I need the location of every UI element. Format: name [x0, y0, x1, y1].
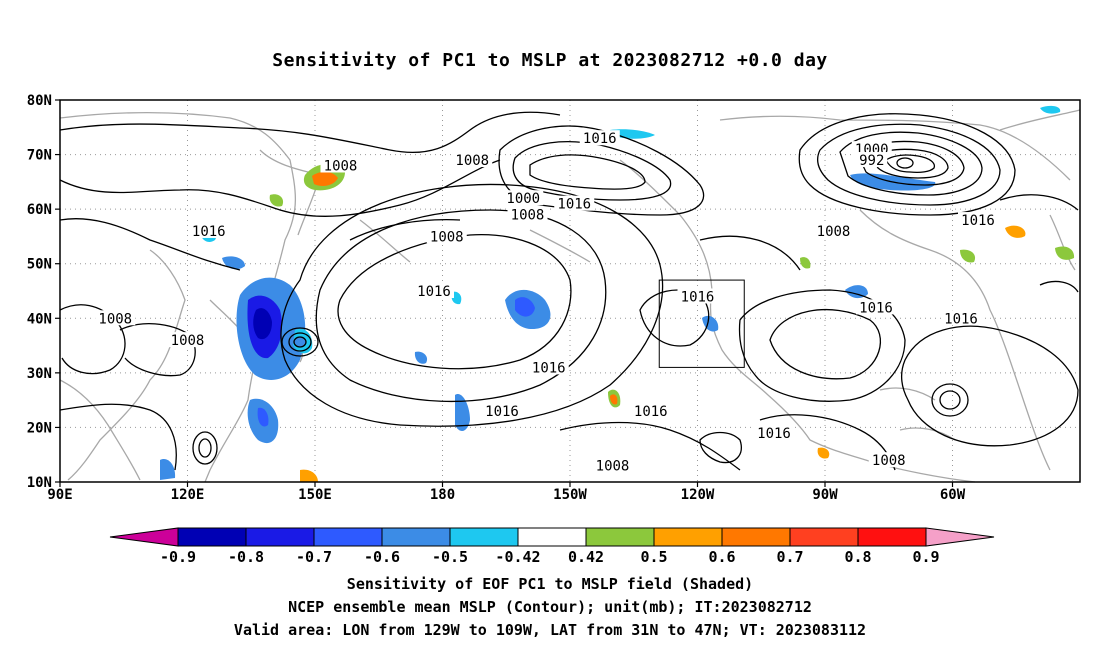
sensitivity-shading [160, 105, 1075, 482]
contour-label: 1016 [417, 284, 451, 300]
contour-label: 992 [859, 153, 884, 169]
colorbar-swatch [177, 527, 247, 547]
colorbar-label: -0.5 [432, 548, 468, 566]
contour-label: 1016 [681, 289, 715, 305]
contour-label: 1008 [430, 229, 464, 245]
lon-tick-label: 60W [940, 487, 966, 503]
colorbar-swatch [449, 527, 519, 547]
map-title: Sensitivity of PC1 to MSLP at 2023082712… [272, 50, 828, 71]
lat-tick-label: 70N [27, 148, 52, 164]
contour-label-bg [941, 310, 981, 326]
colorbar-label: 0.42 [568, 548, 604, 566]
colorbar-label: 0.9 [912, 548, 939, 566]
lon-tick-label: 120E [171, 487, 205, 503]
colorbar-label: -0.6 [364, 548, 400, 566]
colorbar: -0.9 -0.8 -0.7 -0.6 -0.5 -0.42 0.42 0.5 0.6 0.7 0.… [109, 527, 995, 566]
contour-label-bg [167, 332, 208, 348]
lon-tick-label: 150W [553, 487, 587, 503]
colorbar-label: 0.8 [844, 548, 871, 566]
colorbar-swatch [857, 527, 927, 547]
colorbar-label: -0.42 [495, 548, 540, 566]
colorbar-swatch [653, 527, 723, 547]
contour-label: 1008 [98, 311, 132, 327]
lon-tick-label: 180 [430, 487, 455, 503]
colorbar-label: 0.7 [776, 548, 803, 566]
lat-tick-label: 50N [27, 257, 52, 273]
contour-label: 1016 [757, 426, 791, 442]
mslp-contours [59, 111, 1079, 471]
lat-tick-label: 10N [27, 475, 52, 491]
colorbar-label: -0.7 [296, 548, 332, 566]
contour-label: 1016 [944, 311, 978, 327]
contour-label-bg [554, 195, 595, 211]
footer-line-1: Sensitivity of EOF PC1 to MSLP field (Sh… [346, 575, 754, 593]
contour-label-bg [813, 222, 854, 238]
contour-label-bg [630, 403, 671, 419]
contour-label-bg [677, 288, 718, 304]
lat-tick-label: 20N [27, 420, 52, 436]
contour-label: 1016 [634, 404, 668, 420]
contour-label: 1008 [324, 158, 358, 174]
contour-label: 1008 [171, 333, 205, 349]
footer-line-3: Valid area: LON from 129W to 109W, LAT f… [233, 621, 867, 639]
colorbar-swatch [381, 527, 451, 547]
contour-label-bg [958, 212, 998, 228]
lon-tick-label: 120W [681, 487, 715, 503]
contour-label: 1016 [532, 360, 566, 376]
footer-line-2: NCEP ensemble mean MSLP (Contour); unit(… [288, 598, 812, 616]
colorbar-swatch [517, 527, 587, 547]
contour-label-bg [754, 424, 794, 440]
contour-label: 1016 [961, 213, 995, 229]
contour-label-bg [868, 452, 909, 468]
colorbar-label: 0.6 [708, 548, 735, 566]
contour-label: 1000 [506, 191, 540, 207]
lon-tick-label: 150E [298, 487, 332, 503]
contour-label: 1016 [583, 131, 617, 147]
lon-tick-label: 90W [812, 487, 838, 503]
contour-label-bg [856, 152, 888, 168]
colorbar-label: -0.8 [228, 548, 264, 566]
contour-label-bg [320, 157, 361, 173]
colorbar-swatch [721, 527, 791, 547]
contour-label-bg [503, 190, 544, 206]
lon-tick-label: 90E [47, 487, 72, 503]
contour-labels: 1008 100810161000992101610001008101610081… [95, 130, 998, 475]
contour-label-bg [482, 403, 522, 419]
contour-label-bg [856, 299, 896, 315]
colorbar-left-arrow [109, 527, 179, 547]
contour-label-bg [452, 152, 493, 168]
contour-label: 1008 [511, 208, 545, 224]
colorbar-right-arrow [925, 527, 995, 547]
contour-label-bg [426, 228, 467, 244]
lat-tick-label: 40N [27, 311, 52, 327]
colorbar-swatch [245, 527, 315, 547]
contour-label-bg [592, 457, 633, 473]
contour-label: 1008 [455, 153, 489, 169]
colorbar-swatch [585, 527, 655, 547]
colorbar-swatch [313, 527, 383, 547]
contour-label: 1016 [485, 404, 519, 420]
colorbar-label: -0.9 [160, 548, 196, 566]
lat-tick-label: 60N [27, 202, 52, 218]
contour-label: 1008 [596, 459, 630, 475]
contour-label: 1008 [872, 453, 906, 469]
contour-label-bg [188, 222, 229, 238]
lat-tick-label: 30N [27, 366, 52, 382]
valid-area-box [658, 279, 745, 368]
contour-label: 1016 [859, 300, 893, 316]
contour-label-bg [507, 206, 548, 222]
contour-label: 1016 [192, 224, 226, 240]
colorbar-label: 0.5 [640, 548, 667, 566]
colorbar-swatch [789, 527, 859, 547]
contour-label-bg [579, 130, 620, 146]
contour-label-bg [95, 310, 136, 326]
lat-tick-label: 80N [27, 93, 52, 109]
contour-label-bg [414, 283, 454, 298]
contour-label-bg [528, 359, 569, 375]
contour-label: 1008 [817, 224, 851, 240]
contour-label: 1016 [557, 197, 591, 213]
